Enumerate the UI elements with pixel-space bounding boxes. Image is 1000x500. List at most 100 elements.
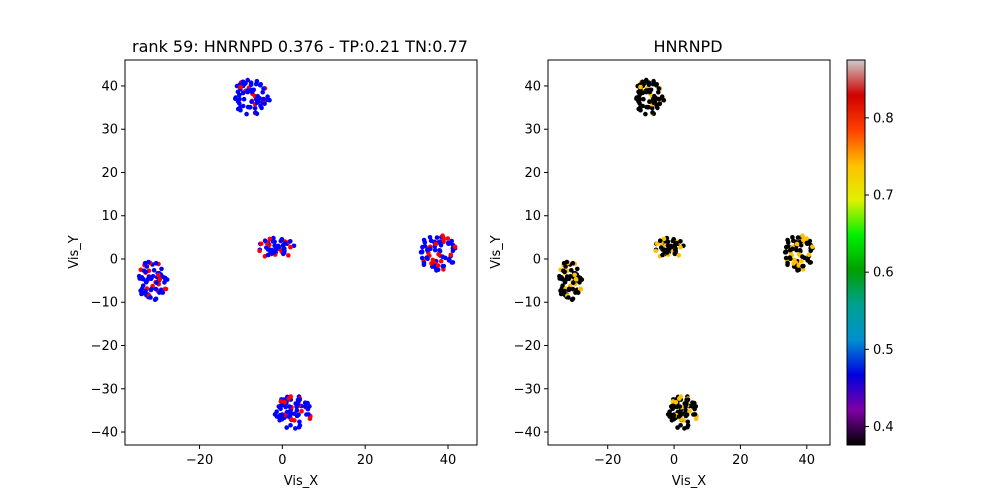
data-point [258, 241, 264, 247]
data-point [566, 295, 571, 300]
data-point [265, 247, 271, 252]
data-point [146, 274, 152, 279]
data-point [783, 249, 789, 255]
data-point [570, 296, 576, 302]
data-point [445, 236, 451, 241]
data-point [575, 290, 581, 295]
y-tick-label: −20 [514, 339, 541, 354]
data-point [800, 237, 806, 243]
data-point [288, 423, 293, 428]
y-tick-label: 40 [524, 79, 541, 94]
data-point [568, 274, 573, 279]
data-point [678, 244, 683, 250]
data-point [641, 96, 646, 102]
data-point [288, 239, 293, 244]
data-point [282, 400, 287, 405]
data-point [450, 248, 456, 253]
x-tick-label: −20 [186, 453, 213, 468]
data-point [261, 86, 266, 91]
data-point [804, 240, 810, 246]
data-point [277, 405, 283, 410]
data-point [274, 414, 280, 419]
data-point [661, 236, 667, 242]
y-tick-label: 40 [101, 79, 118, 94]
data-point [249, 99, 254, 104]
y-tick-label: 0 [533, 252, 541, 267]
data-point [653, 248, 659, 254]
data-point [654, 241, 660, 247]
right-ylabel: Vis_Y [489, 235, 504, 268]
data-point [799, 258, 804, 264]
colorbar-ticks: 0.4 0.5 0.6 0.7 0.8 [865, 111, 894, 435]
left-title: rank 59: HNRNPD 0.376 - TP:0.21 TN:0.77 [132, 37, 468, 56]
data-point [244, 111, 249, 117]
data-point [281, 247, 287, 252]
data-point [684, 402, 689, 407]
data-point [248, 104, 253, 110]
right-scatter-points [557, 77, 815, 431]
data-point [297, 423, 303, 428]
y-tick-label: −10 [514, 296, 541, 311]
data-point [265, 252, 271, 258]
data-point [237, 104, 243, 110]
y-tick-label: 20 [524, 166, 541, 181]
data-point [240, 79, 246, 85]
data-point [435, 267, 441, 273]
data-point [557, 273, 562, 279]
y-tick-label: 30 [101, 123, 118, 138]
left-xlabel: Vis_X [284, 474, 318, 489]
y-tick-label: −10 [91, 296, 118, 311]
data-point [249, 89, 255, 95]
data-point [649, 105, 655, 111]
data-point [577, 286, 583, 292]
data-point [437, 239, 443, 244]
data-point [257, 95, 262, 101]
data-point [791, 238, 796, 243]
data-point [452, 244, 458, 250]
data-point [429, 261, 434, 266]
data-point [438, 258, 444, 264]
data-point [443, 255, 448, 261]
data-point [287, 404, 292, 409]
colorbar-tick-label: 0.5 [873, 343, 894, 358]
data-point [253, 110, 258, 115]
data-point [307, 416, 313, 422]
data-point [659, 94, 665, 99]
data-point [428, 238, 434, 243]
data-point [286, 414, 291, 419]
data-point [419, 255, 425, 261]
data-point [797, 248, 803, 253]
data-point [271, 250, 277, 255]
data-point [157, 290, 162, 295]
y-tick-label: −40 [514, 426, 541, 441]
colorbar-frame [846, 59, 866, 446]
data-point [646, 104, 651, 110]
data-point [279, 413, 285, 418]
right-axes-frame [547, 59, 831, 446]
data-point [664, 250, 670, 255]
data-point [796, 263, 801, 268]
data-point [252, 105, 258, 111]
data-point [279, 237, 285, 242]
data-point [150, 274, 156, 279]
data-point [678, 423, 683, 428]
data-point [245, 89, 250, 95]
data-point [432, 247, 438, 253]
data-point [294, 413, 300, 419]
data-point [661, 97, 667, 103]
data-point [577, 280, 582, 285]
data-point [156, 272, 161, 278]
data-point [248, 82, 254, 87]
data-point [685, 423, 691, 428]
data-point [148, 287, 154, 293]
data-point [678, 239, 683, 244]
data-point [671, 413, 677, 418]
data-point [288, 244, 293, 250]
data-point [153, 286, 159, 292]
data-point [575, 266, 580, 272]
x-tick-label: 0 [670, 453, 678, 468]
data-point [784, 244, 789, 250]
right-title: HNRNPD [653, 37, 722, 56]
y-tick-label: −20 [91, 339, 118, 354]
data-point [787, 255, 793, 260]
